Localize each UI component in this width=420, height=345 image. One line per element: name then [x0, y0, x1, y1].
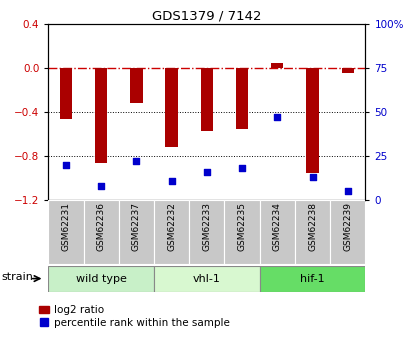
Text: GSM62234: GSM62234: [273, 202, 282, 251]
Bar: [60, 68, 72, 119]
Bar: [260, 266, 365, 292]
Text: vhl-1: vhl-1: [193, 274, 221, 284]
Point: [344, 188, 351, 194]
Text: GSM62236: GSM62236: [97, 202, 106, 251]
Bar: [295, 200, 330, 264]
Text: hif-1: hif-1: [300, 274, 325, 284]
Bar: [154, 266, 260, 292]
Bar: [271, 63, 284, 68]
Bar: [48, 266, 154, 292]
Bar: [48, 200, 84, 264]
Bar: [189, 200, 224, 264]
Text: GSM62231: GSM62231: [61, 202, 71, 251]
Point: [168, 178, 175, 184]
Title: GDS1379 / 7142: GDS1379 / 7142: [152, 10, 262, 23]
Point: [309, 175, 316, 180]
Bar: [236, 68, 248, 129]
Bar: [306, 68, 319, 172]
Point: [274, 115, 281, 120]
Point: [239, 166, 245, 171]
Legend: log2 ratio, percentile rank within the sample: log2 ratio, percentile rank within the s…: [39, 305, 230, 328]
Bar: [341, 68, 354, 72]
Text: strain: strain: [1, 272, 33, 282]
Point: [203, 169, 210, 175]
Point: [133, 159, 140, 164]
Text: GSM62239: GSM62239: [343, 202, 352, 251]
Text: GSM62235: GSM62235: [238, 202, 247, 251]
Bar: [165, 68, 178, 147]
Bar: [130, 68, 142, 104]
Point: [98, 183, 105, 189]
Text: wild type: wild type: [76, 274, 126, 284]
Bar: [260, 200, 295, 264]
Bar: [224, 200, 260, 264]
Text: GSM62233: GSM62233: [202, 202, 211, 251]
Bar: [330, 200, 365, 264]
Bar: [154, 200, 189, 264]
Bar: [119, 200, 154, 264]
Bar: [84, 200, 119, 264]
Text: GSM62232: GSM62232: [167, 202, 176, 251]
Text: GSM62238: GSM62238: [308, 202, 317, 251]
Bar: [95, 68, 108, 163]
Bar: [201, 68, 213, 131]
Point: [63, 162, 69, 168]
Text: GSM62237: GSM62237: [132, 202, 141, 251]
